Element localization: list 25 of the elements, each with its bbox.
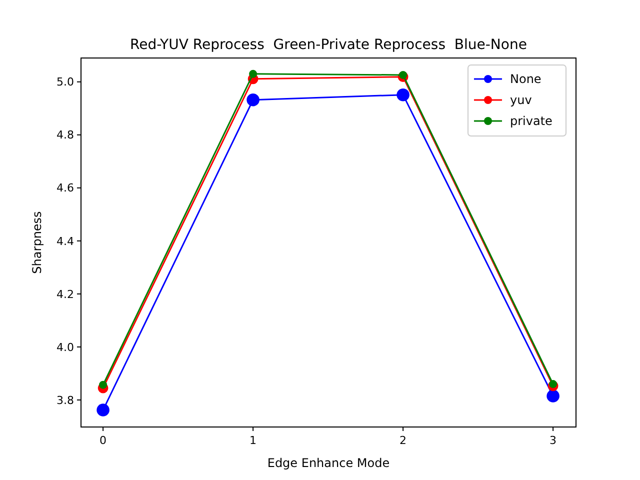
- y-tick-label: 5.0: [56, 76, 74, 89]
- x-tick-label: 0: [100, 434, 107, 447]
- point: [246, 93, 260, 106]
- legend-label: None: [510, 72, 542, 86]
- point: [546, 390, 560, 402]
- x-axis-title: Edge Enhance Mode: [267, 456, 390, 470]
- chart-title: Red-YUV Reprocess Green-Private Reprocess Blue-None: [130, 37, 527, 53]
- x-tick-label: 2: [400, 434, 407, 447]
- legend-label: yuv: [510, 93, 532, 108]
- point: [396, 88, 410, 102]
- point: [99, 380, 108, 389]
- point: [249, 70, 258, 78]
- point: [399, 70, 408, 79]
- y-tick-label: 4.8: [56, 128, 74, 142]
- y-tick-label: 4.2: [56, 288, 74, 301]
- y-tick-label: 3.8: [56, 394, 74, 407]
- y-axis-title: Sharpness: [30, 211, 44, 274]
- point: [549, 380, 558, 388]
- y-tick-label: 4.0: [56, 340, 74, 354]
- legend-label: private: [510, 114, 552, 128]
- point: [96, 404, 110, 416]
- y-tick-label: 4.4: [56, 234, 74, 248]
- y-tick-label: 4.6: [56, 182, 74, 195]
- x-tick-label: 3: [550, 434, 557, 447]
- x-tick-label: 1: [250, 434, 257, 447]
